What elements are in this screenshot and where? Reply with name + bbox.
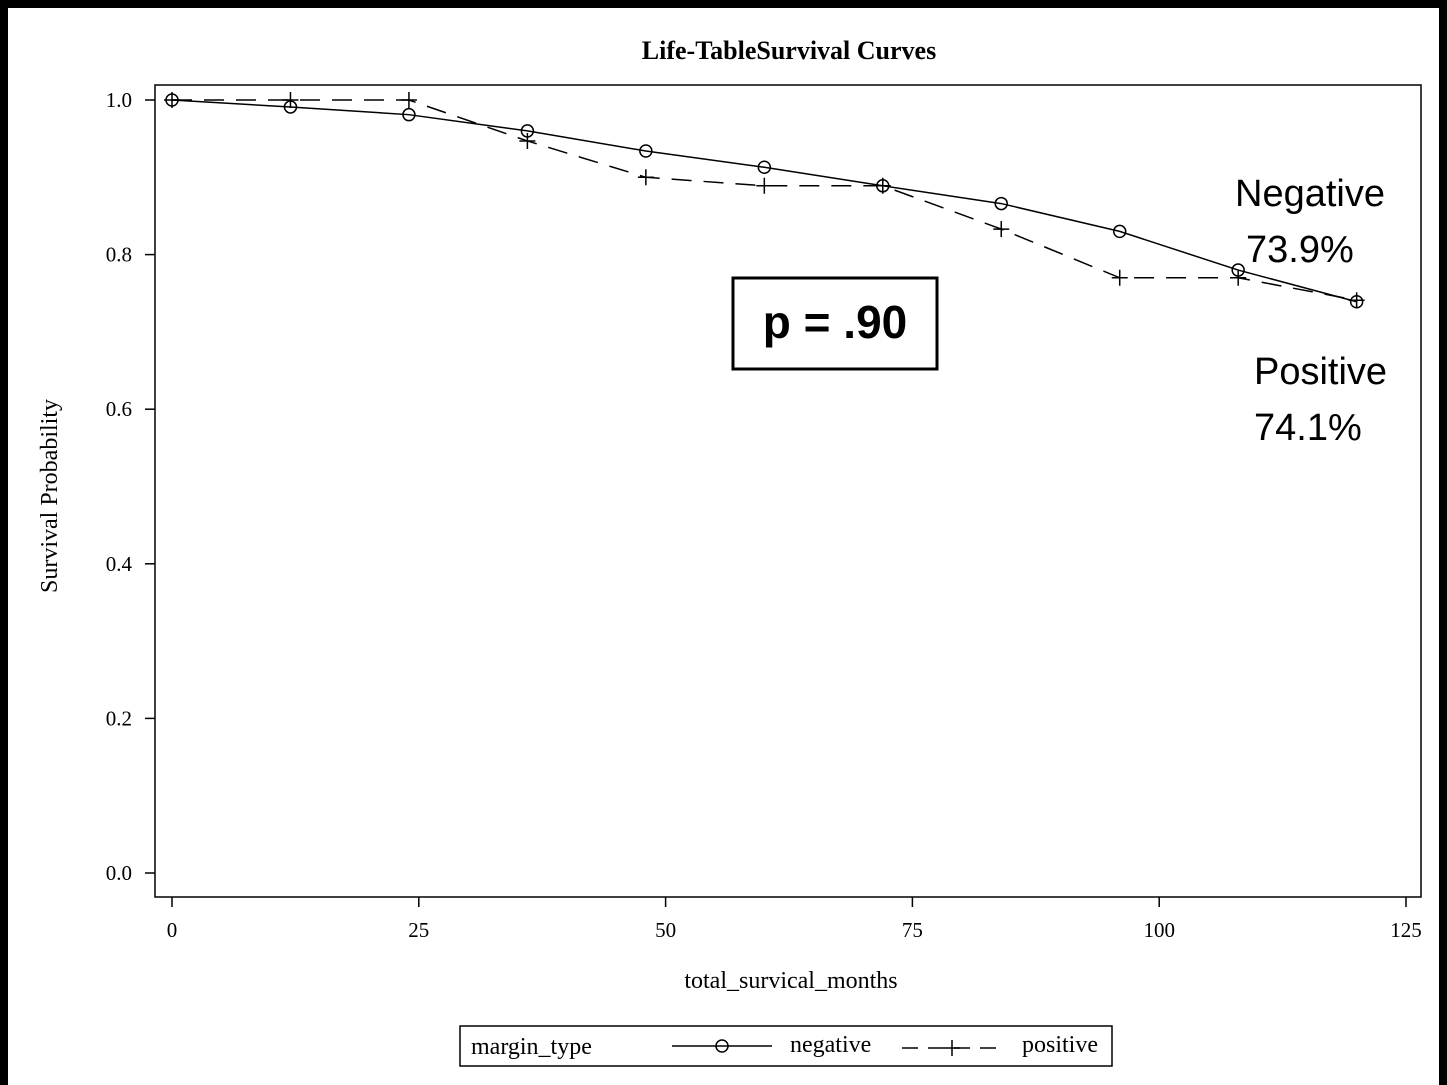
data-point-negative bbox=[1112, 224, 1127, 239]
data-point-positive bbox=[1230, 269, 1247, 286]
y-tick-label: 1.0 bbox=[106, 88, 132, 112]
chart-title: Life-TableSurvival Curves bbox=[642, 36, 936, 65]
x-tick-label: 25 bbox=[408, 918, 429, 942]
negative-annotation-name: Negative bbox=[1235, 173, 1385, 215]
data-point-negative bbox=[757, 160, 772, 175]
data-point-positive bbox=[1348, 292, 1365, 309]
data-point-positive bbox=[874, 177, 891, 194]
data-point-positive bbox=[400, 92, 417, 108]
data-point-positive bbox=[164, 92, 180, 108]
legend-negative-label: negative bbox=[790, 1032, 871, 1058]
x-tick-label: 0 bbox=[167, 918, 178, 942]
data-point-negative bbox=[994, 196, 1008, 211]
series-line-negative bbox=[171, 99, 1357, 303]
legend-box bbox=[459, 1025, 1113, 1067]
y-tick-label: 0.2 bbox=[106, 706, 132, 730]
p-value-label: p = .90 bbox=[763, 296, 907, 348]
y-axis: 0.0 0.2 0.4 0.6 0.8 1.0 bbox=[106, 88, 155, 885]
x-tick-label: 125 bbox=[1390, 918, 1422, 942]
data-point-negative bbox=[639, 144, 653, 158]
data-point-positive bbox=[1111, 269, 1128, 286]
x-tick-label: 50 bbox=[655, 918, 676, 942]
survival-chart: Life-TableSurvival Curves 0.00.20.40.60.… bbox=[37, 36, 1422, 1067]
x-tick-label: 100 bbox=[1143, 918, 1175, 942]
y-tick-label: 0.0 bbox=[106, 861, 132, 885]
x-axis-label: total_survical_months bbox=[684, 968, 897, 994]
data-point-positive bbox=[637, 169, 654, 186]
legend: margin_type negative positive bbox=[459, 1025, 1113, 1067]
y-tick-label: 0.6 bbox=[106, 397, 132, 421]
positive-annotation-name: Positive bbox=[1254, 351, 1387, 393]
x-axis: 0 25 50 75 100 125 bbox=[167, 897, 1422, 942]
p-value-box bbox=[731, 276, 939, 371]
data-point-negative bbox=[402, 107, 416, 122]
plot-area-border bbox=[154, 84, 1422, 898]
legend-positive-label: positive bbox=[1022, 1032, 1098, 1058]
data-point-positive bbox=[519, 132, 536, 149]
data-point-positive bbox=[993, 221, 1010, 238]
y-axis-label: Survival Probability bbox=[37, 399, 63, 593]
data-point-positive bbox=[756, 177, 773, 194]
positive-annotation-pct: 74.1% bbox=[1254, 407, 1362, 449]
series-layer bbox=[164, 92, 1365, 309]
y-tick-label: 0.8 bbox=[106, 243, 132, 267]
legend-title: margin_type bbox=[471, 1034, 592, 1060]
legend-negative-marker bbox=[715, 1039, 729, 1053]
data-point-positive bbox=[282, 92, 299, 108]
chart-frame: Life-TableSurvival Curves 0.0 0.2 0.4 0.6 0.… bbox=[8, 8, 1439, 1085]
y-tick-label: 0.4 bbox=[106, 552, 133, 576]
x-tick-label: 75 bbox=[902, 918, 923, 942]
series-line-positive bbox=[172, 99, 1357, 301]
negative-annotation-pct: 73.9% bbox=[1246, 229, 1354, 271]
legend-positive-marker bbox=[944, 1040, 960, 1056]
